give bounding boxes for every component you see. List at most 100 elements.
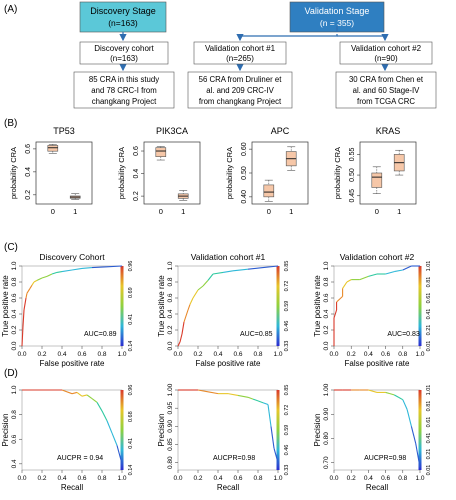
box-xtick-label: 1 xyxy=(73,207,77,216)
validation1-box xyxy=(193,41,287,65)
colorbar-tick-label: 0.61 xyxy=(426,417,432,428)
curve-segment xyxy=(192,289,199,299)
box-ytick-label: 0.50 xyxy=(349,168,356,182)
curve-annotation: AUCPR=0.98 xyxy=(213,455,255,462)
colorbar-tick-label: 1.01 xyxy=(426,261,432,272)
curve-segment xyxy=(61,389,73,395)
curve-segment xyxy=(81,267,93,269)
colorbar-tick-label: 0.69 xyxy=(128,287,134,298)
colorbar-tick-label: 0.96 xyxy=(128,385,134,396)
curve-ytick-label: 0.0 xyxy=(167,341,174,350)
curve-ytick-label: 0.4 xyxy=(323,309,330,318)
validation-stage-title: Validation Stage xyxy=(305,6,370,16)
box-body xyxy=(263,184,275,198)
curve-ytick-label: 0.85 xyxy=(167,438,174,451)
curve-xtick-label: 0.6 xyxy=(233,475,242,482)
curve-xtick-label: 0.6 xyxy=(381,475,390,482)
curve-xtick-label: 0.6 xyxy=(381,351,390,358)
box-xtick-label: 1 xyxy=(397,207,401,216)
detail1-line3: changkang Project xyxy=(92,97,157,106)
curve-xtick-label: 0.8 xyxy=(398,475,407,482)
curve-xtick-label: 0.6 xyxy=(77,351,86,358)
curve-segment xyxy=(402,265,412,271)
curve-xtick-label: 1.0 xyxy=(273,351,282,358)
curve-xlabel: Recall xyxy=(61,483,83,492)
curve-segment xyxy=(227,393,239,396)
curve-segment xyxy=(46,273,53,277)
curve-annotation: AUC=0.85 xyxy=(240,331,273,338)
curve-ylabel: Precision xyxy=(313,414,322,447)
validation2-title: Validation cohort #2 xyxy=(351,44,422,53)
curve-segment xyxy=(96,402,103,412)
detail3-line1: 30 CRA from Chen et xyxy=(349,75,424,84)
box-ylabel: probability CRA xyxy=(225,147,234,199)
curve-xlabel: False positive rate xyxy=(40,359,105,368)
colorbar-tick-label: 0.41 xyxy=(426,309,432,320)
box-ytick-label: 0.60 xyxy=(241,142,248,156)
curve-segment xyxy=(36,277,43,281)
discovery-cohort-n: (n=163) xyxy=(110,54,138,63)
box-ytick-label: 0.40 xyxy=(241,190,248,204)
curve-ytick-label: 0.2 xyxy=(167,325,174,334)
curve-segment xyxy=(202,280,209,287)
validation1-n: (n=265) xyxy=(226,54,254,63)
colorbar-tick-label: 0.14 xyxy=(128,465,134,476)
curve-segment xyxy=(359,275,369,281)
curve-segment xyxy=(393,394,399,398)
discovery-cohort-box xyxy=(79,41,169,65)
curve-xtick-label: 1.0 xyxy=(415,475,424,482)
curve-title: Validation cohort #1 xyxy=(191,252,266,262)
box-xtick-label: 0 xyxy=(51,207,55,216)
curve-segment xyxy=(410,426,417,444)
curve-title: Discovery Cohort xyxy=(39,252,105,262)
curve-segment xyxy=(257,400,264,404)
curve-segment xyxy=(61,269,73,273)
curve-ytick-label: 1.0 xyxy=(323,261,330,270)
curve-ytick-label: 0.2 xyxy=(323,325,330,334)
curve-segment xyxy=(389,393,395,396)
box-frame xyxy=(143,141,201,205)
curve-segment xyxy=(189,297,194,305)
curve-xtick-label: 0.4 xyxy=(57,351,66,358)
curve-xlabel: False positive rate xyxy=(196,359,261,368)
curve-segment xyxy=(342,281,348,289)
curve-segment xyxy=(415,443,421,468)
box-title: KRAS xyxy=(376,126,401,136)
detail1-line1: 85 CRA in this study xyxy=(89,75,159,84)
curve-xtick-label: 0.8 xyxy=(253,475,262,482)
curve-xtick-label: 0.8 xyxy=(97,351,106,358)
box-xtick-label: 0 xyxy=(267,207,271,216)
curve-ytick-label: 1.0 xyxy=(11,385,18,394)
colorbar xyxy=(418,266,422,346)
detail2-line3: from changkang Project xyxy=(199,97,282,106)
validation1-title: Validation cohort #1 xyxy=(205,44,276,53)
curve-segment xyxy=(197,389,209,393)
colorbar-tick-label: 0.33 xyxy=(284,341,290,352)
curve-ytick-label: 0.8 xyxy=(11,277,18,286)
colorbar-tick-label: 0.61 xyxy=(426,293,432,304)
colorbar-tick-label: 0.72 xyxy=(284,405,290,416)
detail3-box xyxy=(335,71,437,109)
curve-ytick-label: 0.95 xyxy=(167,401,174,414)
curve-xtick-label: 0.0 xyxy=(329,475,338,482)
curve-segment xyxy=(111,432,118,446)
curve-segment xyxy=(33,279,38,283)
curve-segment xyxy=(394,269,403,273)
curve-segment xyxy=(207,273,214,281)
curve-ytick-label: 0.6 xyxy=(323,293,330,302)
curve-segment xyxy=(398,396,404,401)
curve-ytick-label: 0.4 xyxy=(11,309,18,318)
box-title: TP53 xyxy=(53,126,75,136)
colorbar-tick-label: 0.41 xyxy=(128,314,134,325)
curve-segment xyxy=(346,279,352,283)
colorbar xyxy=(276,266,280,346)
curve-segment xyxy=(106,420,113,434)
curve-segment xyxy=(368,389,378,393)
validation2-n: (n=90) xyxy=(374,54,398,63)
curve-segment xyxy=(183,309,189,323)
detail3-line2: al. and 60 Stage-IV xyxy=(353,86,421,95)
curve-ylabel: True positive rate xyxy=(157,275,166,337)
discovery-stage-n: (n=163) xyxy=(108,18,138,28)
curve-segment xyxy=(247,267,264,270)
colorbar xyxy=(120,266,124,346)
